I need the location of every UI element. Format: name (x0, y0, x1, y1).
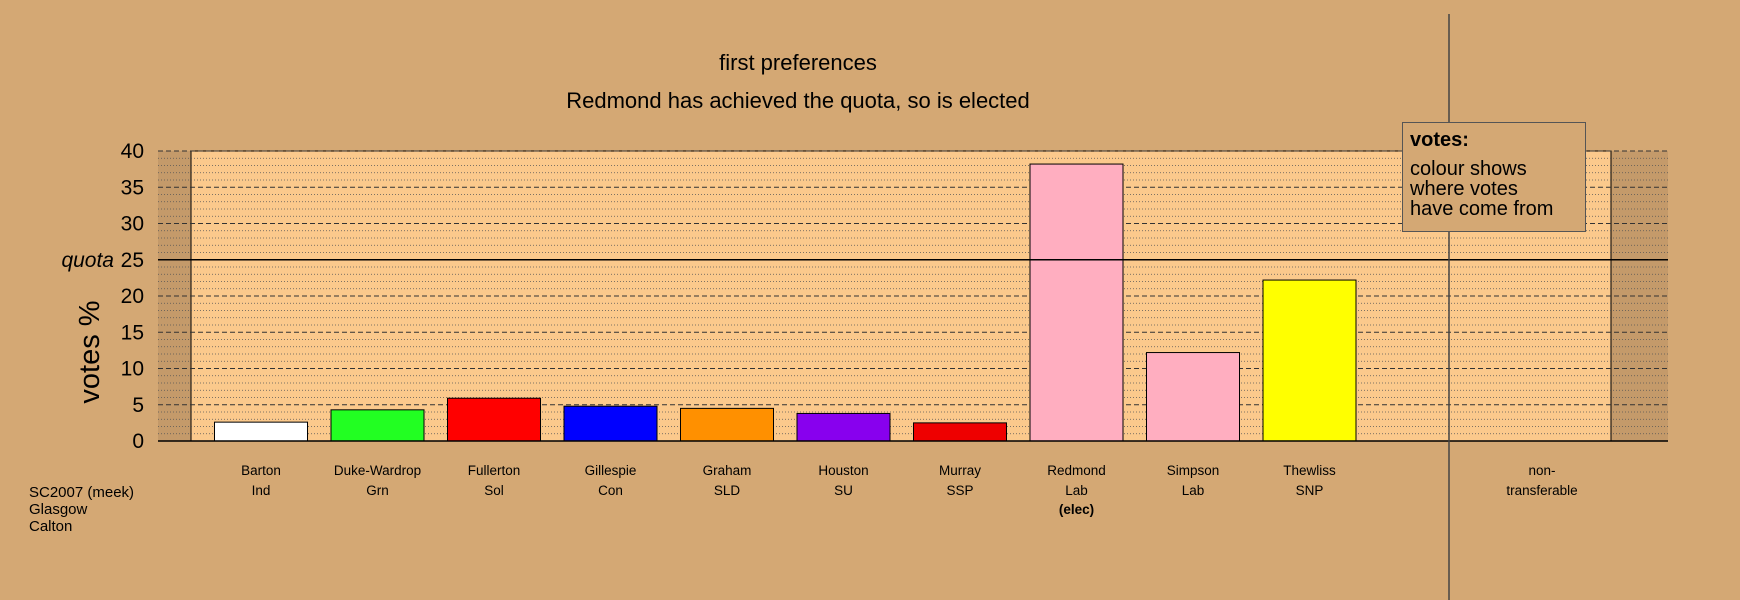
legend-heading: votes: (1410, 129, 1469, 151)
y-tick-label: 25 (121, 249, 144, 272)
party-label: Grn (366, 483, 389, 498)
party-label: SU (834, 483, 853, 498)
quota-label: quota (61, 249, 114, 272)
y-axis-title: votes % (74, 300, 106, 403)
candidate-label: Houston (818, 463, 868, 478)
candidate-label: Duke-Wardrop (334, 463, 421, 478)
legend-line: where votes (1410, 178, 1518, 200)
y-tick-label: 0 (132, 430, 144, 453)
candidate-label: Redmond (1047, 463, 1106, 478)
party-label: Sol (484, 483, 504, 498)
y-tick-label: 5 (132, 394, 144, 417)
bar-thewliss (1262, 279, 1357, 442)
candidate-label: Murray (939, 463, 981, 478)
bar-simpson (1146, 352, 1240, 442)
bar-murray (913, 422, 1007, 442)
bar-barton (214, 421, 308, 442)
bar-graham (680, 407, 774, 442)
footer-line: Glasgow (29, 501, 88, 518)
party-label: Ind (252, 483, 271, 498)
legend: votes: colour shows where votes have com… (1402, 122, 1586, 232)
y-tick-label: 40 (121, 140, 144, 163)
y-tick-label: 30 (121, 213, 144, 236)
chart-subtitle: Redmond has achieved the quota, so is el… (566, 88, 1030, 113)
elected-marker: (elec) (1059, 502, 1094, 517)
candidate-label: Barton (241, 463, 281, 478)
party-label: Lab (1065, 483, 1088, 498)
bar-houston (796, 412, 891, 442)
footer-line: SC2007 (meek) (29, 484, 135, 501)
candidate-label: Fullerton (468, 463, 521, 478)
y-tick-label: 35 (121, 176, 144, 199)
bar-redmond (1029, 163, 1124, 442)
party-label: Lab (1182, 483, 1205, 498)
party-label: Con (598, 483, 623, 498)
y-tick-label: 15 (121, 321, 144, 344)
candidate-label: Simpson (1167, 463, 1220, 478)
candidate-label: Thewliss (1283, 463, 1336, 478)
nontransferable-label: non- (1528, 463, 1555, 478)
legend-line: colour shows (1410, 158, 1527, 180)
y-tick-label: 10 (121, 358, 144, 381)
party-label: SNP (1296, 483, 1324, 498)
legend-line: have come from (1410, 198, 1554, 220)
footer-line: Calton (29, 518, 73, 535)
chart-title: first preferences (719, 50, 877, 75)
candidate-label: Graham (703, 463, 752, 478)
candidate-label: Gillespie (585, 463, 637, 478)
party-label: SLD (714, 483, 741, 498)
bar-gillespie (563, 405, 658, 442)
y-tick-label: 20 (121, 285, 144, 308)
party-label: SSP (946, 483, 973, 498)
bar-duke-wardrop (330, 409, 425, 442)
bar-fullerton (447, 397, 541, 442)
nontransferable-label: transferable (1506, 483, 1577, 498)
